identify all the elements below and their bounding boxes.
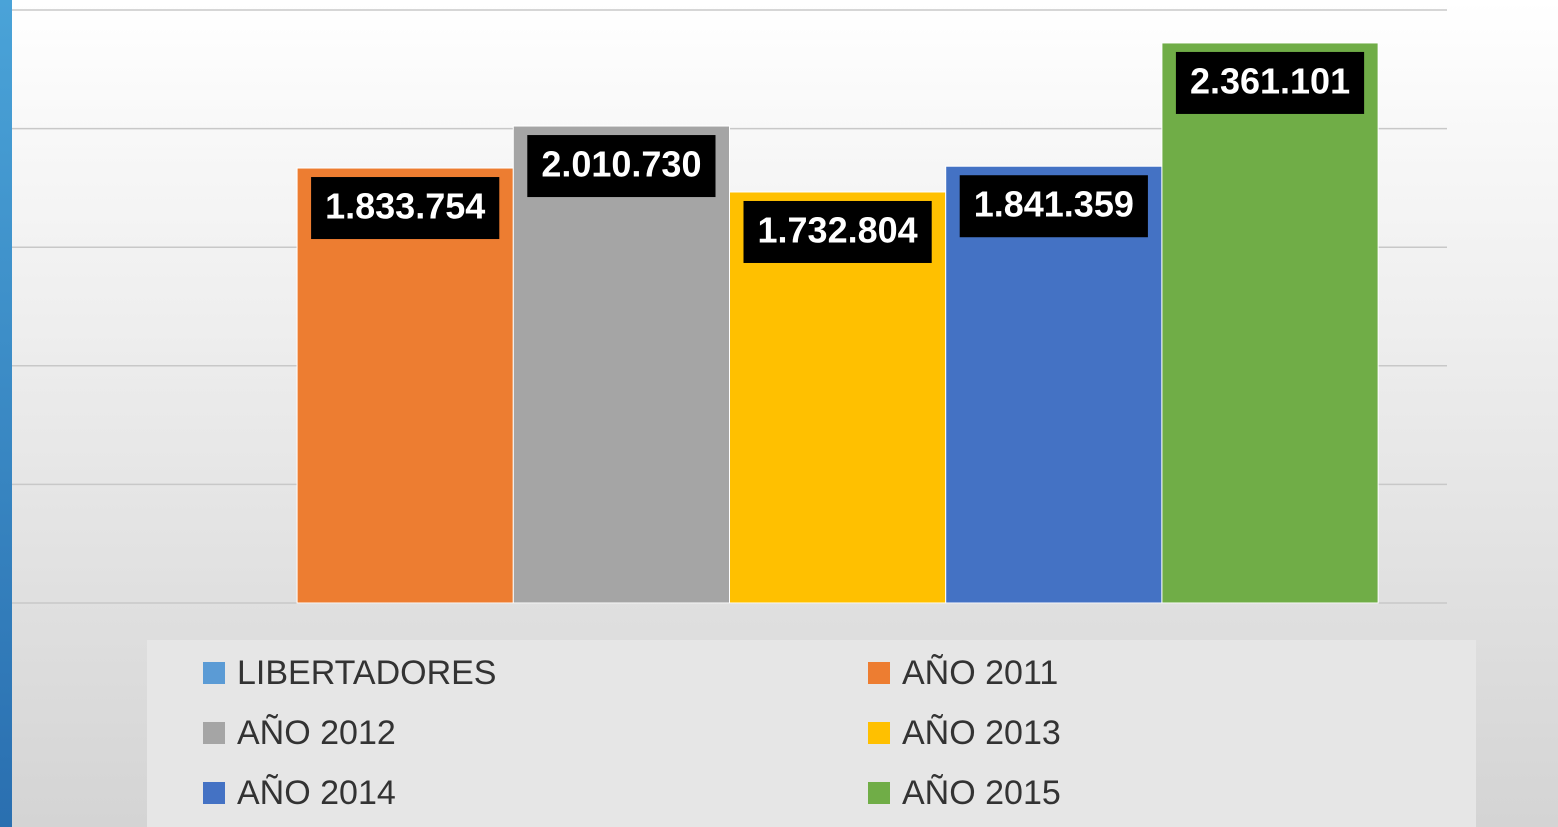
legend-label: AÑO 2012 bbox=[237, 714, 396, 752]
value-label-box bbox=[527, 135, 716, 198]
value-label-box bbox=[743, 200, 932, 263]
bar bbox=[512, 125, 730, 604]
legend-label: AÑO 2013 bbox=[902, 714, 1061, 752]
legend-marker bbox=[203, 722, 225, 744]
value-label-box bbox=[959, 175, 1148, 238]
value-label-box bbox=[1175, 51, 1365, 114]
legend-marker bbox=[868, 662, 890, 684]
legend-label: AÑO 2015 bbox=[902, 774, 1061, 812]
side-strip bbox=[0, 0, 12, 827]
bar bbox=[296, 167, 514, 604]
legend-marker bbox=[203, 782, 225, 804]
legend-marker bbox=[868, 722, 890, 744]
bar bbox=[1161, 42, 1379, 604]
legend-label: LIBERTADORES bbox=[237, 654, 496, 692]
legend-marker bbox=[203, 662, 225, 684]
value-label: 1.732.804 bbox=[758, 209, 918, 250]
bar bbox=[945, 165, 1163, 604]
legend-box bbox=[147, 640, 1476, 827]
value-label: 1.833.754 bbox=[325, 186, 485, 227]
legend-label: AÑO 2011 bbox=[902, 654, 1058, 692]
legend-marker bbox=[868, 782, 890, 804]
value-label: 2.010.730 bbox=[541, 144, 701, 185]
value-label-box bbox=[311, 177, 500, 240]
legend-label: AÑO 2014 bbox=[237, 774, 396, 812]
value-label: 2.361.101 bbox=[1190, 60, 1350, 101]
value-label: 1.841.359 bbox=[974, 184, 1134, 225]
